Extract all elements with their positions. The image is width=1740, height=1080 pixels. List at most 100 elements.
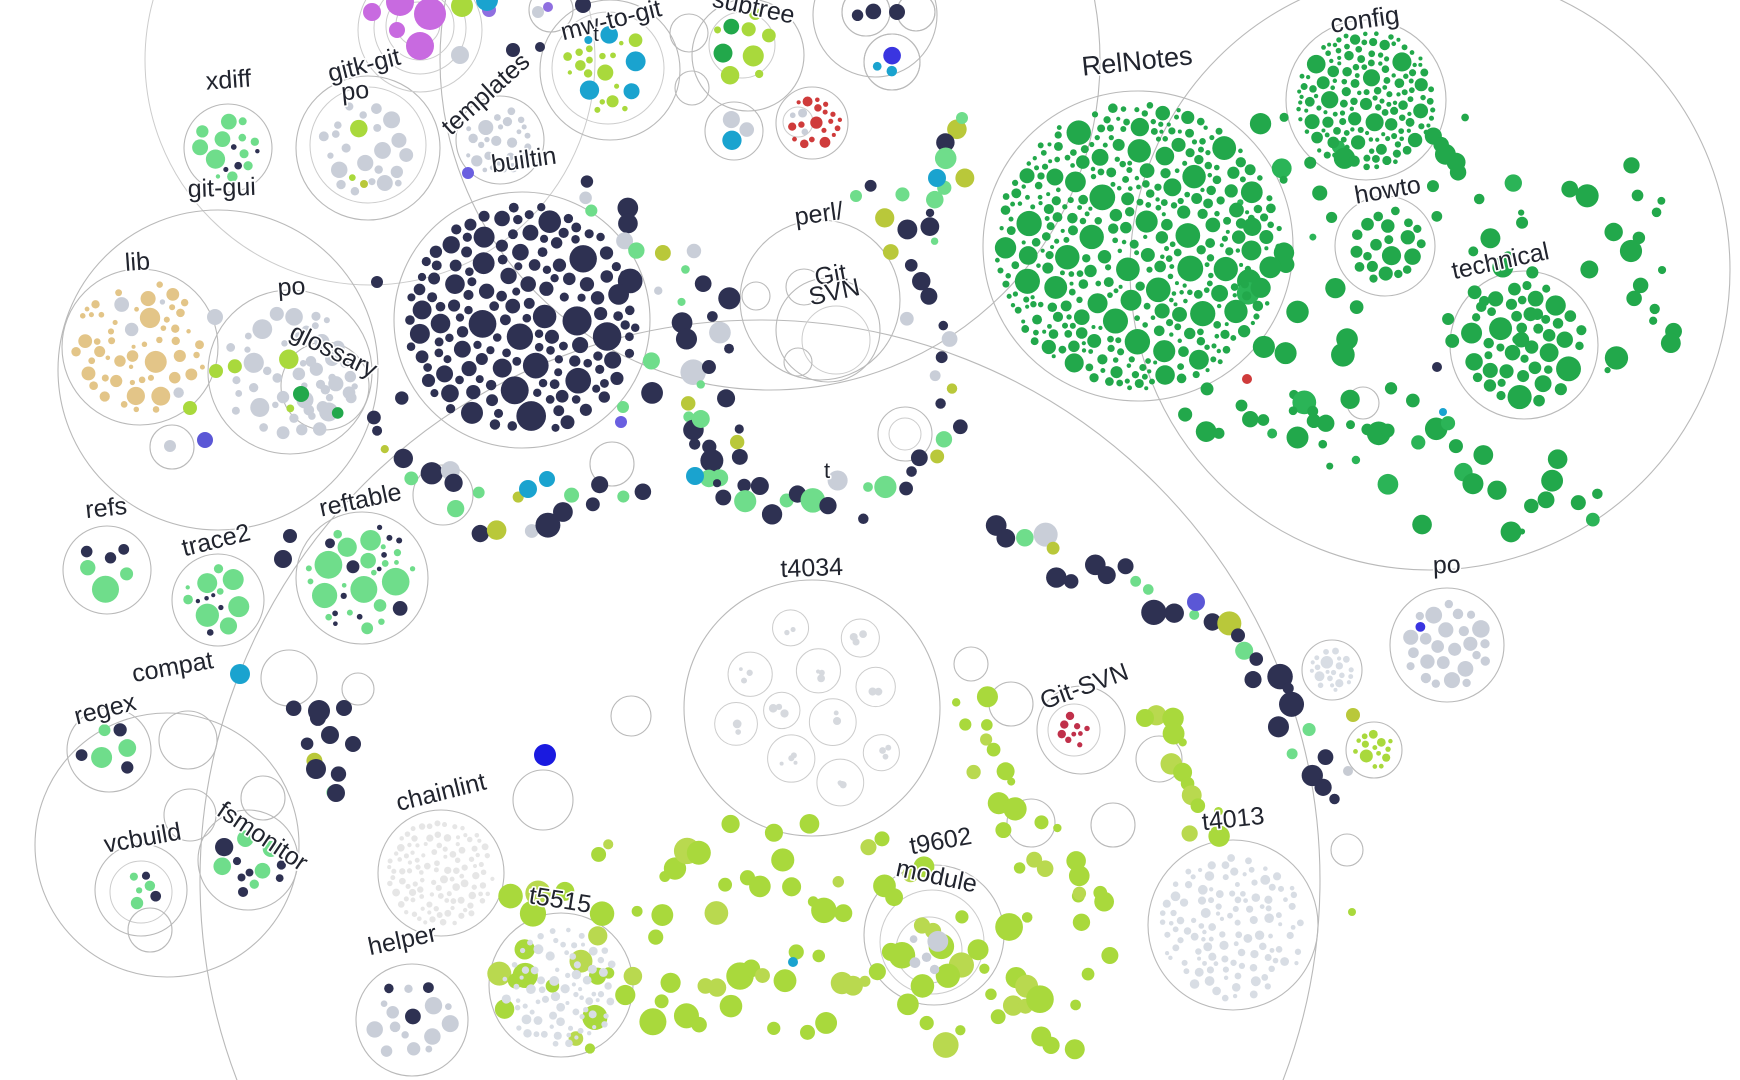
directory-ring[interactable]	[455, 95, 545, 185]
file-circle[interactable]	[1177, 129, 1182, 134]
file-circle[interactable]	[1155, 231, 1169, 244]
file-circle[interactable]	[409, 323, 430, 344]
file-circle[interactable]	[1317, 414, 1335, 432]
file-circle[interactable]	[1002, 280, 1010, 288]
file-circle[interactable]	[597, 956, 605, 964]
file-circle[interactable]	[722, 111, 740, 129]
file-circle[interactable]	[1200, 187, 1205, 193]
file-circle[interactable]	[168, 371, 181, 384]
file-circle[interactable]	[1401, 89, 1408, 96]
file-circle[interactable]	[1231, 628, 1245, 643]
file-circle[interactable]	[1439, 408, 1447, 416]
file-circle[interactable]	[623, 966, 643, 986]
file-circle[interactable]	[912, 271, 931, 291]
file-circle[interactable]	[592, 384, 601, 393]
file-circle[interactable]	[1380, 423, 1395, 438]
file-circle[interactable]	[498, 883, 523, 909]
file-circle[interactable]	[1112, 138, 1125, 151]
file-circle[interactable]	[1166, 122, 1171, 127]
file-circle[interactable]	[426, 823, 433, 830]
file-circle[interactable]	[244, 346, 251, 353]
file-circle[interactable]	[1382, 753, 1391, 762]
file-circle[interactable]	[654, 286, 663, 295]
file-circle[interactable]	[404, 984, 413, 994]
file-circle[interactable]	[429, 245, 443, 258]
file-circle[interactable]	[1060, 228, 1065, 233]
file-circle[interactable]	[755, 968, 770, 983]
file-circle[interactable]	[718, 287, 741, 310]
file-circle[interactable]	[1418, 62, 1423, 67]
file-circle[interactable]	[1205, 217, 1221, 233]
file-circle[interactable]	[1041, 339, 1056, 355]
file-circle[interactable]	[1404, 248, 1421, 265]
file-circle[interactable]	[821, 127, 827, 133]
file-circle[interactable]	[1354, 73, 1360, 78]
file-circle[interactable]	[1234, 972, 1242, 980]
file-circle[interactable]	[569, 245, 597, 273]
directory-ring[interactable]	[539, 0, 681, 141]
file-circle[interactable]	[1541, 469, 1564, 492]
file-circle[interactable]	[1155, 146, 1175, 166]
file-circle[interactable]	[197, 432, 213, 448]
file-circle[interactable]	[624, 305, 635, 316]
file-circle[interactable]	[1492, 256, 1514, 278]
file-circle[interactable]	[1049, 244, 1055, 250]
file-circle[interactable]	[286, 404, 295, 413]
file-circle[interactable]	[1508, 282, 1521, 296]
file-circle[interactable]	[1068, 865, 1090, 887]
file-circle[interactable]	[1249, 916, 1258, 925]
file-circle[interactable]	[1175, 223, 1201, 248]
file-circle[interactable]	[707, 311, 718, 322]
file-circle[interactable]	[1016, 528, 1034, 547]
file-circle[interactable]	[1139, 163, 1155, 178]
file-circle[interactable]	[1317, 148, 1322, 153]
file-circle[interactable]	[1205, 150, 1211, 156]
file-circle[interactable]	[120, 567, 134, 581]
file-circle[interactable]	[1274, 342, 1297, 365]
file-circle[interactable]	[461, 361, 477, 377]
file-circle[interactable]	[381, 560, 389, 567]
file-circle[interactable]	[571, 235, 580, 244]
file-circle[interactable]	[512, 356, 522, 366]
file-circle[interactable]	[199, 364, 205, 370]
file-circle[interactable]	[569, 355, 581, 367]
file-circle[interactable]	[571, 395, 581, 404]
file-circle[interactable]	[1235, 399, 1248, 412]
file-circle[interactable]	[904, 258, 918, 272]
file-circle[interactable]	[790, 626, 796, 633]
file-circle[interactable]	[997, 267, 1004, 274]
file-circle[interactable]	[1237, 948, 1246, 957]
file-circle[interactable]	[482, 167, 488, 173]
file-circle[interactable]	[1143, 234, 1148, 240]
file-circle[interactable]	[1264, 983, 1271, 990]
file-circle[interactable]	[314, 550, 343, 579]
file-circle[interactable]	[587, 1031, 592, 1036]
file-circle[interactable]	[1026, 985, 1054, 1013]
file-circle[interactable]	[1235, 157, 1246, 168]
file-circle[interactable]	[93, 338, 101, 345]
file-circle[interactable]	[243, 161, 253, 171]
file-circle[interactable]	[1278, 885, 1285, 892]
file-circle[interactable]	[1271, 158, 1292, 179]
file-circle[interactable]	[428, 272, 441, 285]
file-circle[interactable]	[506, 152, 515, 161]
file-circle[interactable]	[446, 891, 452, 897]
file-circle[interactable]	[1128, 356, 1135, 363]
file-circle[interactable]	[337, 537, 357, 557]
file-circle[interactable]	[1286, 931, 1294, 940]
file-circle[interactable]	[423, 862, 431, 870]
test-subdir-ring[interactable]	[763, 691, 801, 730]
file-circle[interactable]	[1150, 118, 1157, 125]
file-circle[interactable]	[1327, 65, 1340, 78]
file-circle[interactable]	[1174, 281, 1179, 286]
file-circle[interactable]	[1239, 176, 1246, 183]
file-circle[interactable]	[1197, 867, 1203, 873]
file-circle[interactable]	[289, 413, 299, 423]
file-circle[interactable]	[427, 292, 438, 303]
file-circle[interactable]	[1367, 59, 1375, 67]
file-circle[interactable]	[886, 65, 898, 77]
file-circle[interactable]	[497, 124, 504, 130]
file-circle[interactable]	[899, 481, 913, 496]
file-circle[interactable]	[501, 994, 511, 1004]
file-circle[interactable]	[1136, 184, 1141, 190]
